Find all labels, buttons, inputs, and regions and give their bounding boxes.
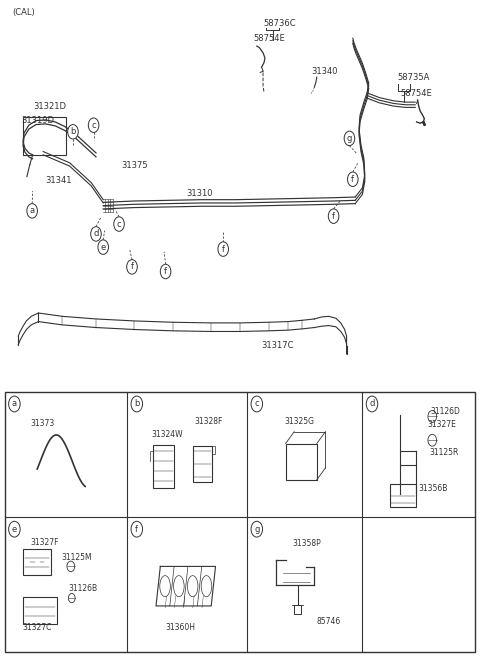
Text: c: c bbox=[254, 399, 259, 409]
Text: c: c bbox=[117, 219, 121, 229]
Text: 31373: 31373 bbox=[30, 418, 54, 428]
Text: 31360H: 31360H bbox=[165, 623, 195, 632]
Text: 31340: 31340 bbox=[311, 67, 337, 76]
Text: 31310: 31310 bbox=[186, 188, 213, 198]
Circle shape bbox=[9, 521, 20, 537]
Text: g: g bbox=[254, 525, 260, 534]
Circle shape bbox=[98, 240, 108, 254]
Text: 58735A: 58735A bbox=[397, 73, 430, 82]
Circle shape bbox=[127, 260, 137, 274]
Text: 31327F: 31327F bbox=[30, 538, 59, 546]
Text: b: b bbox=[70, 127, 76, 136]
Text: 31126B: 31126B bbox=[69, 584, 97, 592]
Text: f: f bbox=[332, 212, 335, 221]
Bar bbox=[23, 597, 58, 625]
Text: 31327E: 31327E bbox=[428, 420, 456, 429]
Circle shape bbox=[9, 396, 20, 412]
Text: 31358P: 31358P bbox=[293, 539, 322, 548]
Bar bbox=[5, 392, 475, 652]
Text: e: e bbox=[12, 525, 17, 534]
Bar bbox=[294, 605, 301, 614]
Text: 31324W: 31324W bbox=[151, 430, 183, 440]
Text: 31327C: 31327C bbox=[23, 623, 52, 632]
Circle shape bbox=[344, 131, 355, 146]
Circle shape bbox=[88, 118, 99, 132]
Text: d: d bbox=[369, 399, 375, 409]
Circle shape bbox=[218, 242, 228, 256]
Bar bbox=[286, 444, 317, 480]
Circle shape bbox=[27, 204, 37, 218]
Text: 58754E: 58754E bbox=[400, 88, 432, 98]
Text: 58754E: 58754E bbox=[253, 34, 285, 43]
Text: 31317C: 31317C bbox=[262, 341, 294, 350]
Text: 31319D: 31319D bbox=[22, 116, 55, 125]
Bar bbox=[153, 445, 174, 488]
Text: 58736C: 58736C bbox=[263, 18, 296, 28]
Text: c: c bbox=[91, 121, 96, 130]
Circle shape bbox=[91, 227, 101, 241]
Text: 31325G: 31325G bbox=[284, 417, 314, 426]
Text: 31125R: 31125R bbox=[429, 448, 459, 457]
Text: a: a bbox=[12, 399, 17, 409]
Circle shape bbox=[251, 396, 263, 412]
Circle shape bbox=[366, 396, 378, 412]
Text: f: f bbox=[351, 175, 354, 184]
Bar bbox=[390, 484, 417, 507]
Bar bbox=[23, 117, 66, 155]
Circle shape bbox=[114, 217, 124, 231]
Circle shape bbox=[251, 521, 263, 537]
Text: (CAL): (CAL) bbox=[12, 8, 35, 17]
Text: 31375: 31375 bbox=[121, 161, 147, 170]
Circle shape bbox=[348, 172, 358, 186]
Text: f: f bbox=[164, 267, 167, 276]
Text: 31126D: 31126D bbox=[431, 407, 461, 416]
Circle shape bbox=[160, 264, 171, 279]
Text: e: e bbox=[101, 243, 106, 252]
Circle shape bbox=[131, 521, 143, 537]
Bar bbox=[23, 548, 51, 575]
Circle shape bbox=[131, 396, 143, 412]
Text: f: f bbox=[131, 262, 133, 272]
Text: b: b bbox=[134, 399, 140, 409]
Text: a: a bbox=[30, 206, 35, 215]
Circle shape bbox=[68, 125, 78, 139]
Text: 31125M: 31125M bbox=[61, 553, 92, 561]
Text: d: d bbox=[93, 229, 99, 239]
Text: 31356B: 31356B bbox=[419, 484, 448, 494]
Text: 31328F: 31328F bbox=[194, 417, 223, 426]
Text: 85746: 85746 bbox=[317, 617, 341, 625]
Text: f: f bbox=[222, 244, 225, 254]
Text: 31321D: 31321D bbox=[34, 101, 67, 111]
Text: 31341: 31341 bbox=[46, 175, 72, 185]
Text: f: f bbox=[135, 525, 138, 534]
Text: g: g bbox=[347, 134, 352, 143]
Bar bbox=[193, 446, 212, 482]
Circle shape bbox=[328, 209, 339, 223]
